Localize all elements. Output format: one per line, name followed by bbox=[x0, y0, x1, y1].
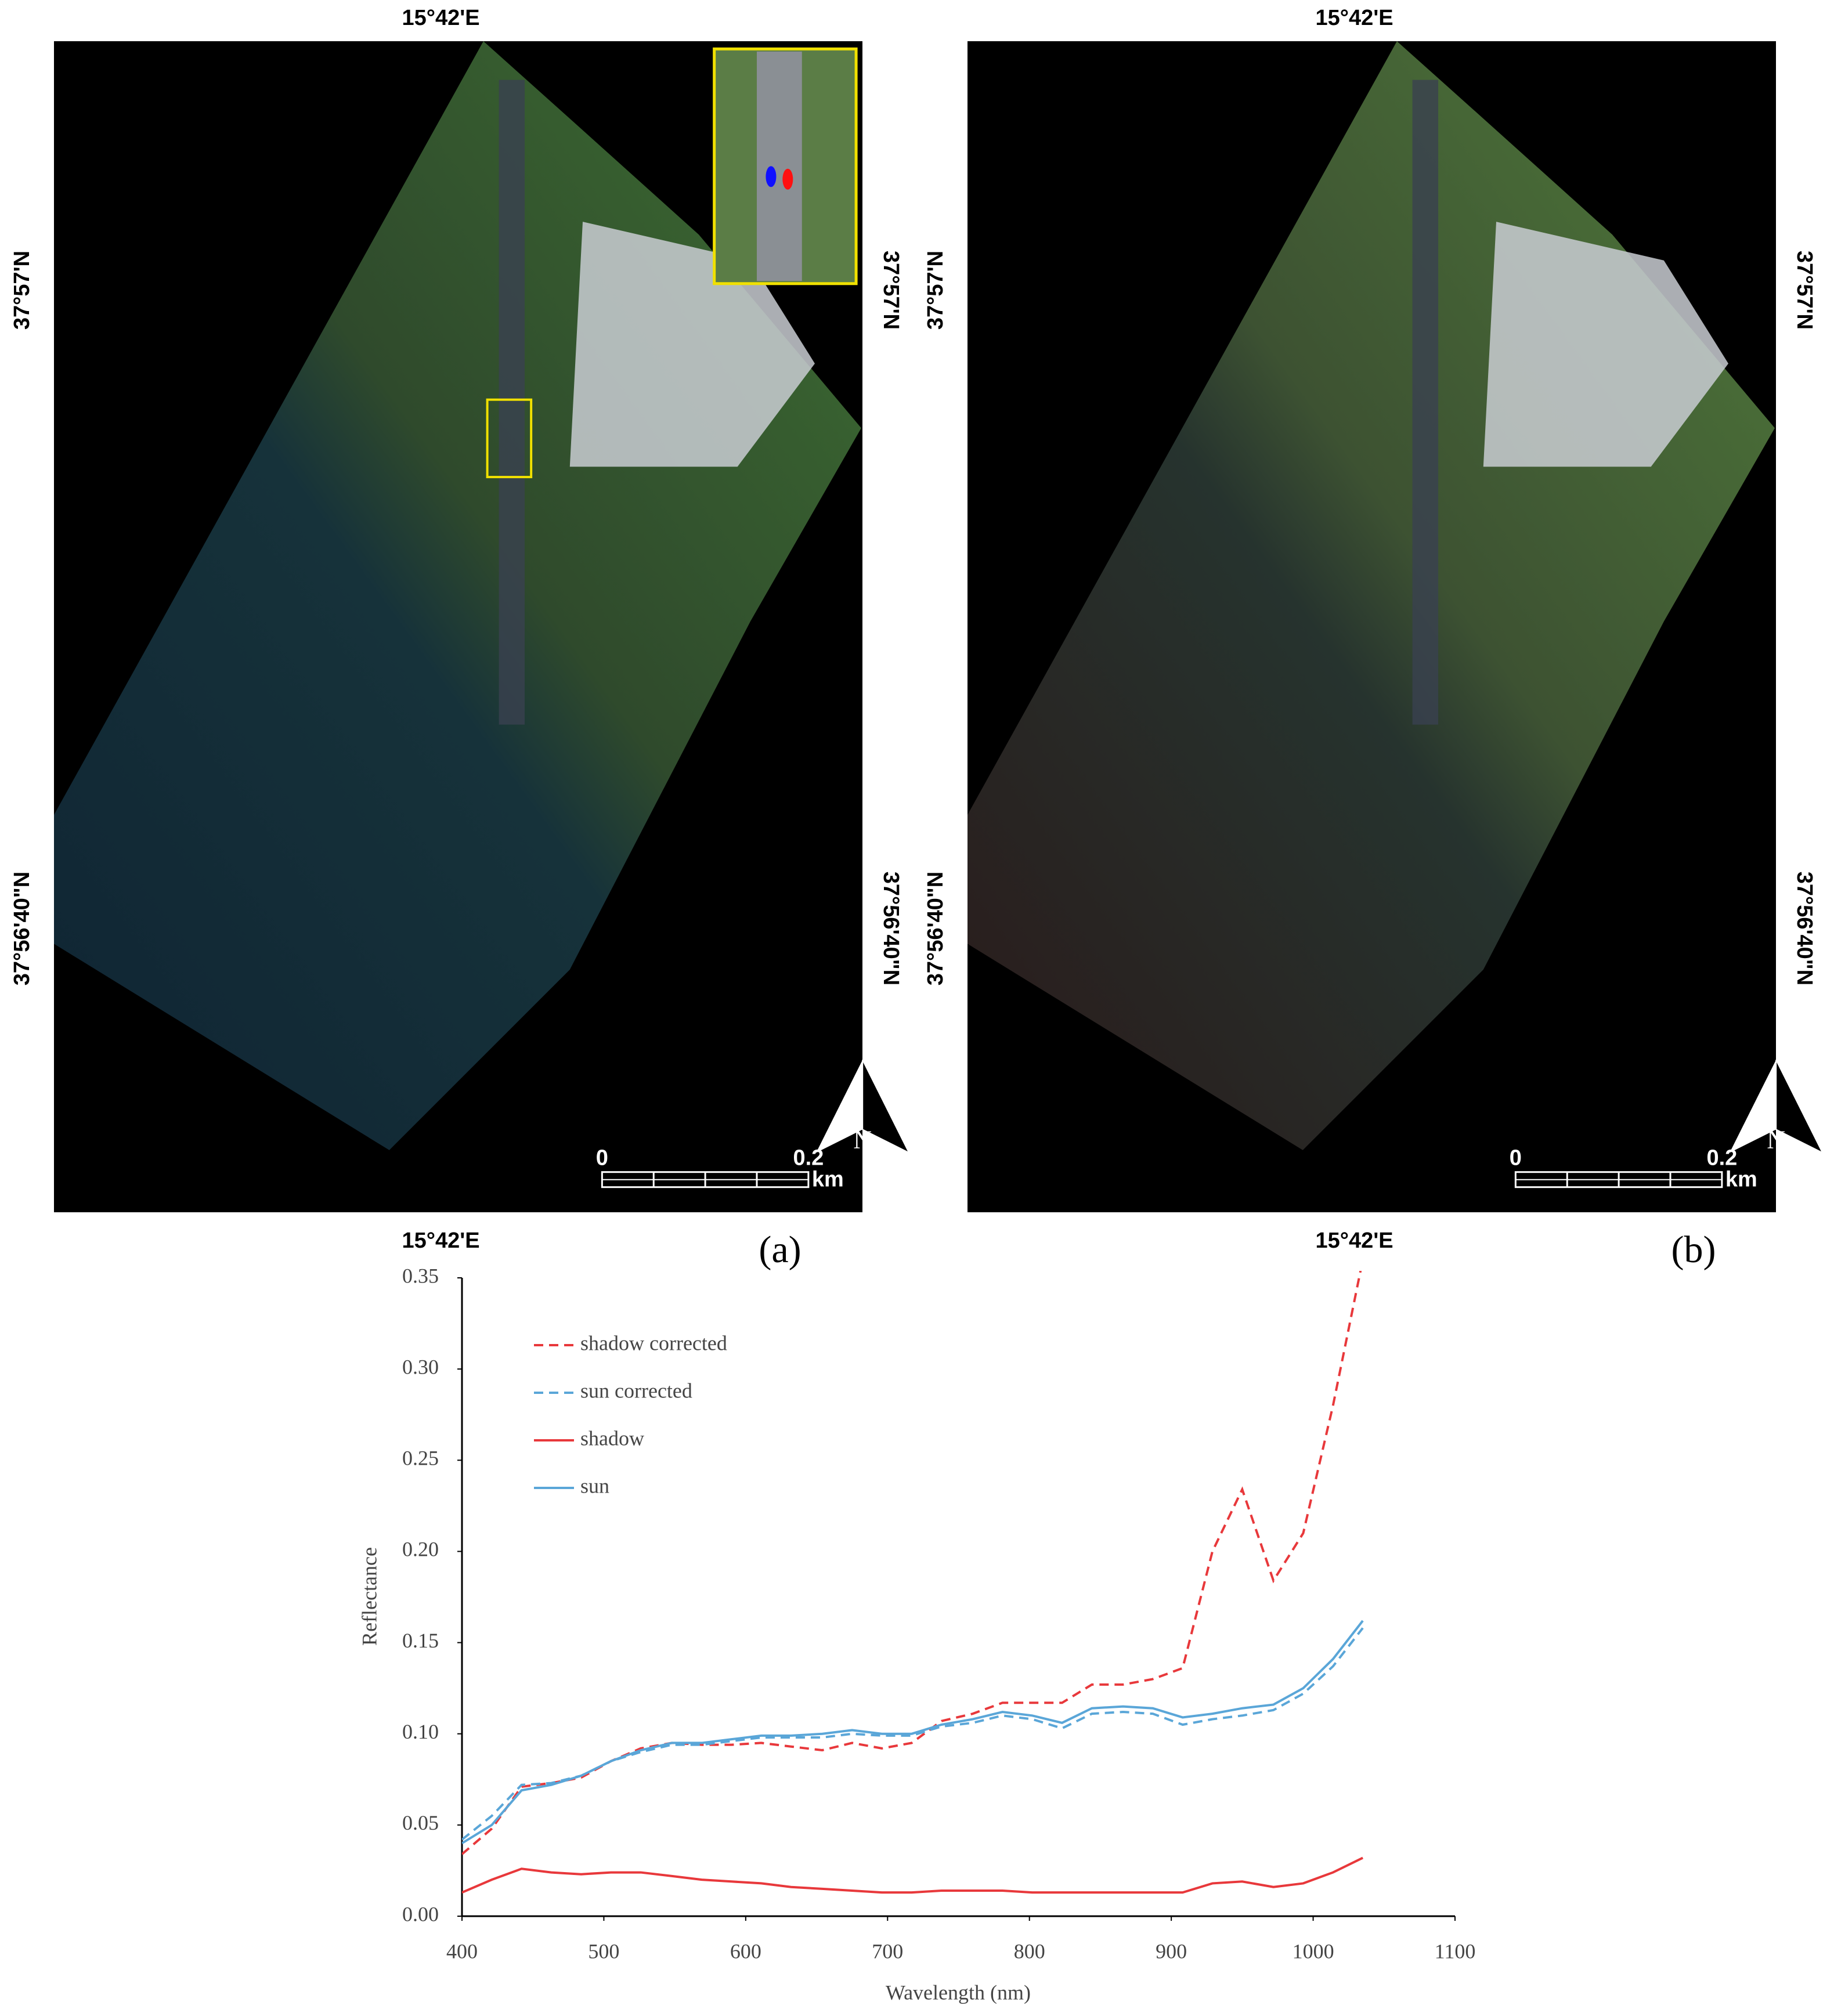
road bbox=[499, 80, 525, 725]
legend-label: shadow corrected bbox=[580, 1331, 727, 1354]
north-label: N bbox=[853, 1125, 872, 1154]
series-line bbox=[462, 1620, 1364, 1844]
y-axis-title: Reflectance bbox=[358, 1547, 381, 1646]
scale-label: 0 bbox=[1510, 1146, 1522, 1170]
scale-unit: km bbox=[812, 1168, 844, 1192]
series-line bbox=[462, 1856, 1363, 1894]
road bbox=[1412, 80, 1439, 725]
latitude-label: 37°57'N bbox=[1792, 251, 1817, 330]
building bbox=[1483, 222, 1728, 467]
y-tick-label: 0.15 bbox=[402, 1629, 439, 1652]
x-axis-title: Wavelength (nm) bbox=[886, 1981, 1031, 2004]
longitude-label: 15°42'E bbox=[402, 1229, 480, 1253]
longitude-label: 15°42'E bbox=[1316, 6, 1393, 30]
y-tick-label: 0.10 bbox=[402, 1720, 439, 1743]
legend-label: shadow bbox=[580, 1426, 644, 1450]
north-arrow bbox=[862, 1059, 911, 1154]
region-box bbox=[486, 398, 533, 479]
latitude-label: 37°56'40"N bbox=[879, 872, 903, 986]
latitude-label: 37°57'N bbox=[879, 251, 903, 330]
x-tick-label: 400 bbox=[446, 1939, 478, 1963]
x-tick-label: 1100 bbox=[1435, 1939, 1476, 1963]
latitude-label: 37°56'40"N bbox=[10, 872, 34, 986]
north-arrow bbox=[816, 1060, 863, 1153]
x-tick-label: 500 bbox=[588, 1939, 619, 1963]
north-arrow bbox=[1730, 1060, 1777, 1153]
y-tick-label: 0.00 bbox=[402, 1902, 439, 1925]
panel-label: (a) bbox=[759, 1229, 801, 1271]
latitude-label: 37°57'N bbox=[923, 251, 948, 330]
legend-label: sun corrected bbox=[580, 1379, 692, 1402]
y-tick-label: 0.20 bbox=[402, 1538, 439, 1561]
plot-area bbox=[462, 1271, 1364, 1894]
marker-shadow bbox=[782, 168, 793, 190]
x-tick-label: 800 bbox=[1014, 1939, 1045, 1963]
north-label: N bbox=[1767, 1125, 1785, 1154]
latitude-label: 37°56'40"N bbox=[1792, 872, 1817, 986]
panel-label: (b) bbox=[1671, 1229, 1716, 1271]
longitude-label: 15°42'E bbox=[402, 6, 480, 30]
legend-label: sun bbox=[580, 1474, 609, 1497]
y-tick-label: 0.25 bbox=[402, 1447, 439, 1470]
x-tick-label: 700 bbox=[872, 1939, 903, 1963]
scale-label: 0 bbox=[596, 1146, 608, 1170]
y-tick-label: 0.05 bbox=[402, 1811, 439, 1834]
latitude-label: 37°57'N bbox=[10, 251, 34, 330]
x-tick-label: 900 bbox=[1156, 1939, 1187, 1963]
inset-road bbox=[756, 51, 802, 281]
scale-unit: km bbox=[1725, 1168, 1757, 1192]
y-tick-label: 0.30 bbox=[402, 1355, 439, 1378]
longitude-label: 15°42'E bbox=[1316, 1229, 1393, 1253]
y-tick-label: 0.35 bbox=[402, 1264, 439, 1287]
latitude-label: 37°56'40"N bbox=[923, 872, 948, 986]
north-arrow bbox=[1775, 1059, 1824, 1154]
x-tick-label: 1000 bbox=[1293, 1939, 1334, 1963]
x-tick-label: 600 bbox=[730, 1939, 761, 1963]
marker-sun bbox=[766, 166, 777, 187]
